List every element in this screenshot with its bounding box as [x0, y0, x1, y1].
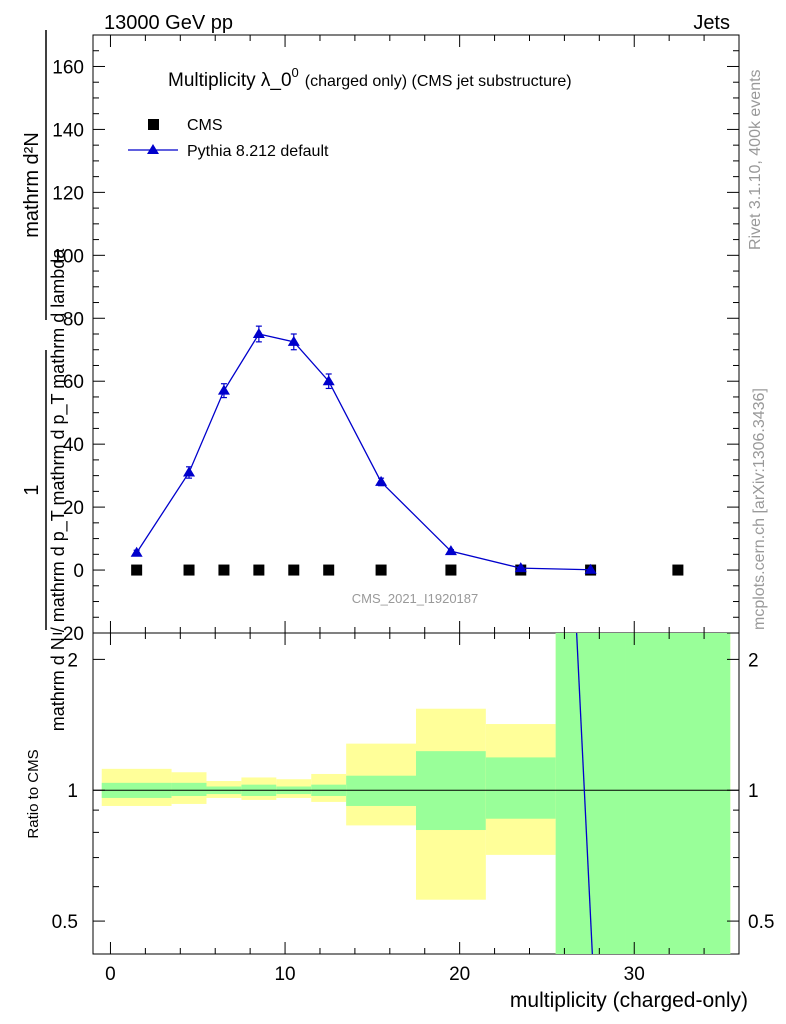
pythia-data-point — [375, 475, 388, 486]
y-tick-label: 120 — [52, 183, 84, 204]
x-tick-label: 30 — [624, 964, 645, 985]
legend-label-cms: CMS — [187, 117, 223, 134]
y-tick-label: 60 — [63, 372, 84, 393]
cms-data-point — [131, 564, 143, 576]
header-right: Jets — [693, 12, 730, 34]
cms-data-point — [253, 564, 265, 576]
ratio-band-green — [171, 782, 207, 796]
cms-data-point — [375, 564, 387, 576]
chart-title-sup: 0 — [292, 65, 299, 80]
pythia-data-point — [322, 375, 335, 386]
y-tick-label: 40 — [63, 435, 84, 456]
cms-data-point — [323, 564, 335, 576]
cms-data-point — [183, 564, 195, 576]
pythia-line — [136, 333, 591, 571]
y-axis-label-denominator: mathrm d N / mathrm d p_T mathrm d p_T m… — [48, 248, 69, 731]
analysis-watermark: CMS_2021_I1920187 — [352, 591, 479, 606]
ratio-band-green — [485, 757, 556, 819]
chart-title-main: Multiplicity λ_0 — [168, 70, 292, 91]
legend-marker-cms — [148, 119, 159, 130]
y-tick-label: 140 — [52, 120, 84, 141]
ratio-band-green — [346, 775, 416, 806]
cms-data-point — [672, 564, 684, 576]
pythia-data-point — [130, 546, 143, 557]
x-axis-label: multiplicity (charged-only) — [510, 989, 748, 1012]
y-axis-label-ratio: Ratio to CMS — [25, 749, 42, 838]
y-tick-label: 0 — [73, 561, 84, 582]
y-tick-label-ratio-right: 1 — [748, 781, 759, 802]
pythia-data-point — [584, 563, 597, 574]
y-axis-label-numerator-d2n: mathrm d²N — [21, 132, 43, 238]
ratio-bands — [101, 633, 731, 954]
ratio-band-green — [625, 633, 731, 954]
pythia-data-point — [514, 562, 527, 573]
mcplots-info: mcplots.cern.ch [arXiv:1306.3436] — [751, 388, 768, 630]
y-tick-label: −20 — [52, 624, 84, 645]
pythia-data-point — [252, 328, 265, 338]
header-left: 13000 GeV pp — [104, 12, 233, 34]
cms-data-point — [445, 564, 457, 576]
y-tick-label-ratio-left: 1 — [67, 781, 78, 802]
y-tick-label-ratio-right: 2 — [748, 650, 759, 671]
pythia-data-point — [287, 335, 300, 346]
rivet-info: Rivet 3.1.10, 400k events — [747, 69, 764, 250]
y-tick-label: 20 — [63, 498, 84, 519]
x-tick-label: 10 — [274, 964, 295, 985]
main-series — [130, 325, 684, 576]
y-tick-label: 160 — [52, 57, 84, 78]
cms-data-point — [218, 564, 230, 576]
pythia-data-point — [217, 384, 230, 395]
y-axis-label-top: 1 mathrm d N / mathrm d p_T mathrm d p_T… — [21, 30, 69, 731]
chart-title: Multiplicity λ_00 (charged only) (CMS jet… — [168, 65, 572, 91]
ratio-lines — [93, 632, 739, 955]
y-tick-label-ratio-left: 0.5 — [52, 912, 78, 933]
ratio-plot-frame — [92, 632, 740, 955]
y-tick-label-ratio-right: 0.5 — [748, 912, 774, 933]
pythia-data-point — [444, 545, 457, 556]
pythia-data-point — [183, 466, 196, 477]
cms-data-point — [288, 564, 300, 576]
y-tick-label-ratio-left: 2 — [67, 650, 78, 671]
y-tick-label: 100 — [52, 246, 84, 267]
x-tick-label: 20 — [449, 964, 470, 985]
ratio-pythia-line — [575, 632, 593, 955]
ratio-band-green — [555, 633, 626, 954]
chart-title-sub: (charged only) (CMS jet substructure) — [305, 73, 572, 90]
legend-label-pythia: Pythia 8.212 default — [187, 143, 329, 160]
x-tick-label: 0 — [105, 964, 116, 985]
y-tick-label: 80 — [63, 309, 84, 330]
y-axis-label-numerator-one: 1 — [21, 484, 43, 495]
legend-marker-pythia — [147, 144, 159, 154]
